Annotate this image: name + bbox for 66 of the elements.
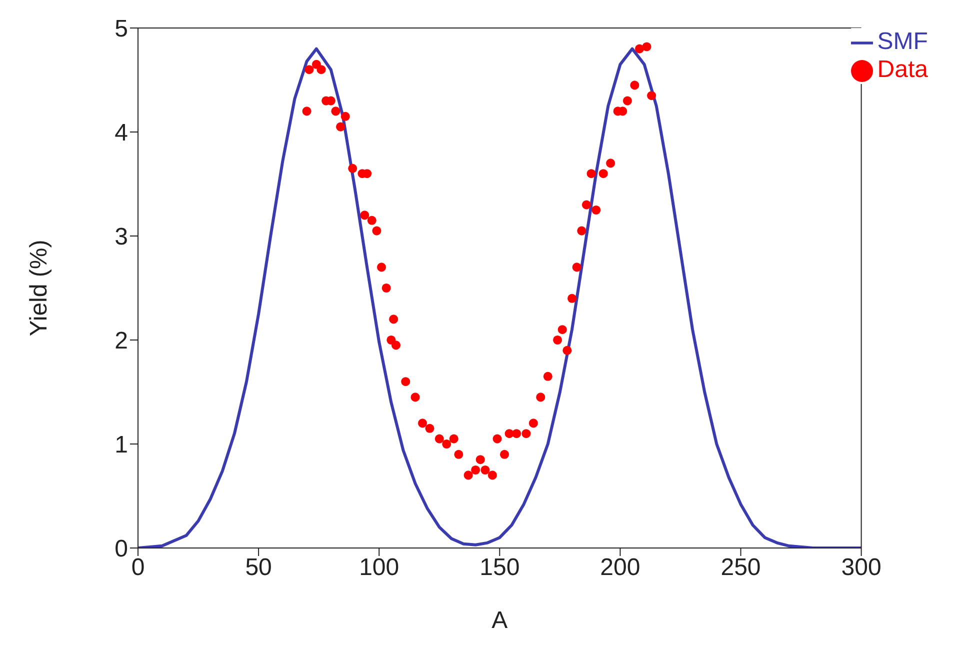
point	[528, 418, 538, 428]
point	[367, 216, 376, 225]
y-tick-label: 3	[114, 224, 128, 251]
point	[562, 346, 572, 355]
point	[622, 96, 632, 106]
point	[522, 429, 531, 438]
point	[471, 465, 480, 475]
x-tick-label: 250	[720, 554, 761, 582]
point	[348, 164, 358, 173]
point	[558, 325, 567, 334]
point	[647, 91, 656, 100]
point	[449, 434, 458, 444]
point	[642, 42, 652, 52]
x-tick-label: 150	[480, 554, 520, 582]
point	[425, 424, 434, 433]
x-axis-title: A	[492, 607, 508, 634]
legend-label: SMF	[877, 28, 928, 55]
point	[488, 470, 497, 480]
point	[480, 465, 490, 475]
point	[586, 169, 596, 178]
y-tick-label: 5	[114, 16, 128, 43]
x-tick-label: 300	[841, 554, 882, 582]
point	[553, 335, 562, 345]
x-tick-label: 100	[359, 554, 400, 582]
point	[567, 294, 576, 303]
point	[536, 392, 546, 402]
y-axis-title: Yield (%)	[26, 240, 53, 336]
point	[382, 283, 391, 293]
point	[577, 226, 586, 236]
point	[442, 439, 452, 449]
point	[500, 450, 509, 459]
legend-label: Data	[877, 56, 928, 83]
x-tick-label: 50	[245, 554, 272, 582]
point	[372, 226, 382, 236]
point	[630, 80, 640, 90]
point	[572, 262, 582, 272]
point	[336, 122, 346, 132]
point	[476, 455, 485, 464]
point	[316, 65, 326, 74]
point	[582, 200, 591, 210]
point	[434, 434, 444, 444]
y-tick-label: 4	[114, 120, 128, 147]
point	[331, 106, 340, 116]
point	[543, 372, 552, 381]
point	[492, 434, 502, 444]
point	[401, 377, 410, 386]
point	[592, 205, 601, 215]
point	[386, 335, 396, 345]
point	[376, 262, 386, 272]
point	[304, 65, 314, 74]
point	[454, 450, 464, 459]
y-tick-label: 0	[114, 536, 128, 563]
point	[512, 429, 522, 438]
point	[464, 470, 473, 480]
y-tick-label: 2	[114, 328, 128, 355]
y-tick-label: 1	[114, 432, 128, 459]
point	[302, 106, 312, 116]
point	[606, 158, 616, 168]
point	[360, 210, 370, 220]
point	[418, 418, 428, 428]
point	[389, 314, 398, 324]
point	[634, 44, 644, 54]
point	[340, 112, 350, 121]
point	[410, 392, 420, 402]
x-tick-label: 200	[600, 554, 640, 582]
point	[598, 169, 608, 178]
